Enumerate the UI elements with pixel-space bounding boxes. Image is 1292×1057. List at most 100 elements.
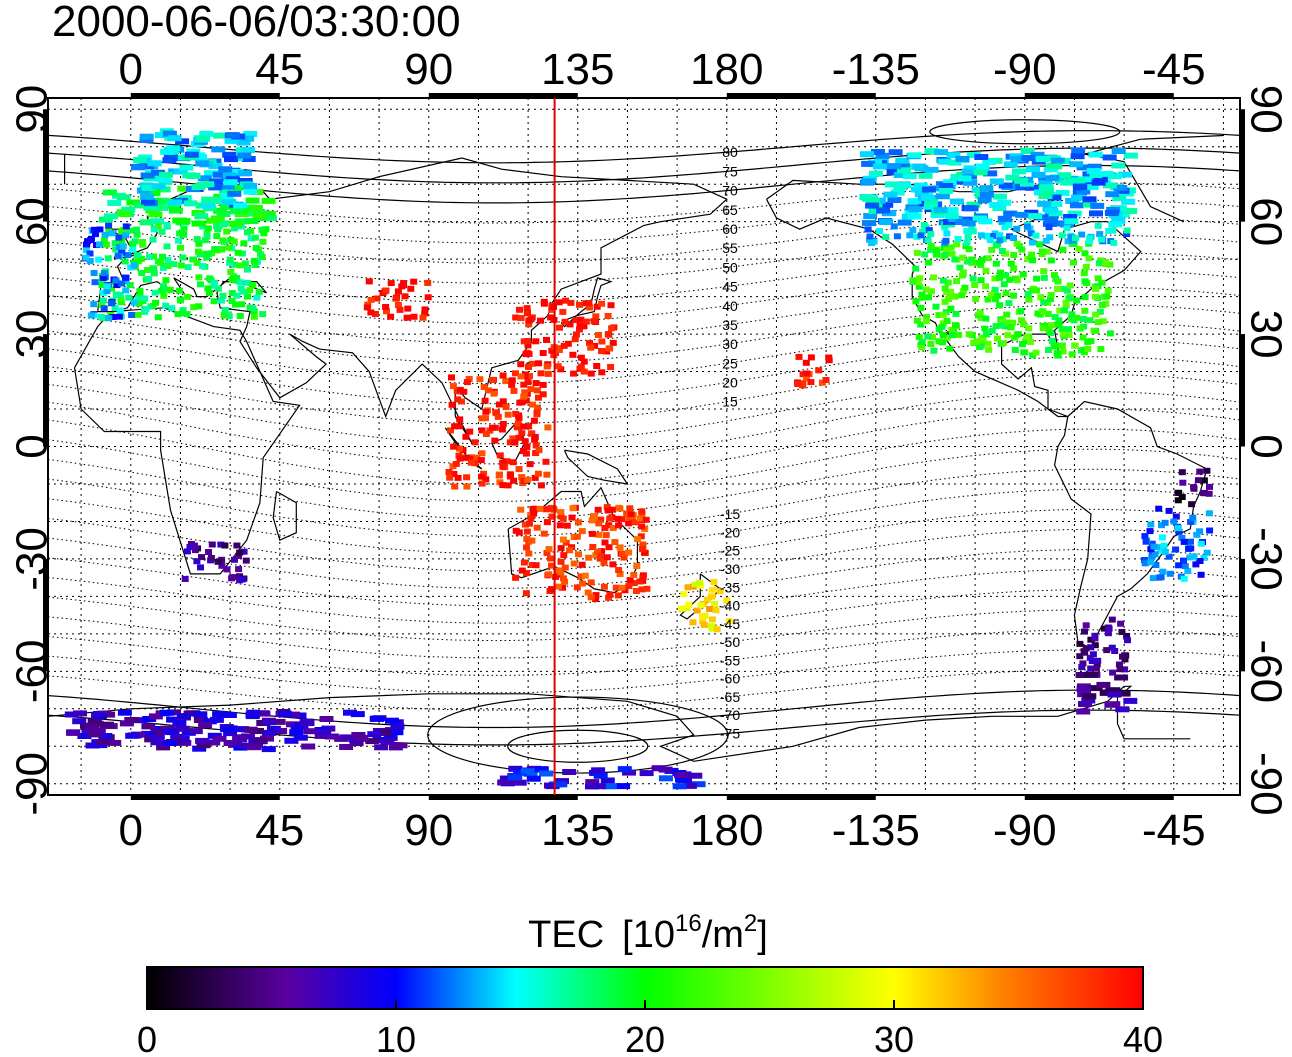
lat-tick-label-left: -60 bbox=[8, 640, 57, 704]
tec-pixel bbox=[799, 380, 807, 387]
tec-pixel bbox=[190, 304, 198, 311]
tec-pixel bbox=[626, 505, 634, 512]
tec-pixel bbox=[1031, 171, 1046, 178]
tec-pixel bbox=[882, 234, 890, 240]
tec-pixel bbox=[117, 709, 132, 716]
tec-pixel bbox=[950, 198, 964, 205]
magnetic-latitude-contour bbox=[48, 428, 1240, 502]
tec-pixel bbox=[1087, 163, 1102, 170]
magnetic-latitude-contour bbox=[48, 408, 1240, 485]
tec-pixel bbox=[553, 781, 568, 788]
tec-pixel bbox=[1099, 301, 1106, 308]
tec-pixel bbox=[1124, 637, 1131, 644]
tec-pixel bbox=[893, 172, 908, 178]
tec-pixel bbox=[147, 303, 155, 310]
tec-pixel bbox=[1037, 294, 1045, 301]
tec-pixel bbox=[151, 169, 166, 176]
tec-pixel bbox=[517, 506, 525, 513]
tec-pixel bbox=[504, 411, 512, 418]
colorbar-tick-label: 10 bbox=[376, 1019, 416, 1057]
tec-pixel bbox=[545, 546, 553, 553]
tec-pixel bbox=[372, 311, 379, 317]
tec-pixel bbox=[151, 183, 166, 190]
tec-pixel bbox=[246, 287, 254, 294]
tec-pixel bbox=[246, 709, 261, 716]
magnetic-latitude-contour bbox=[48, 269, 1240, 324]
tec-pixel bbox=[909, 227, 917, 234]
tec-pixel bbox=[122, 278, 130, 285]
tec-pixel bbox=[973, 169, 988, 176]
tec-pixel bbox=[1003, 320, 1011, 327]
tec-pixel bbox=[708, 616, 716, 623]
tec-pixel bbox=[129, 246, 137, 253]
tec-pixel bbox=[597, 516, 605, 523]
tec-pixel bbox=[104, 213, 118, 220]
tec-pixel bbox=[1076, 164, 1091, 171]
tec-pixel bbox=[675, 776, 689, 783]
tec-pixel bbox=[244, 279, 252, 286]
tec-pixel bbox=[1060, 307, 1068, 314]
tec-pixel bbox=[560, 552, 568, 559]
tec-pixel bbox=[912, 265, 920, 272]
tec-pixel bbox=[1076, 686, 1091, 693]
tec-pixel bbox=[634, 536, 642, 543]
tec-pixel bbox=[252, 211, 267, 218]
tec-pixel bbox=[471, 439, 479, 446]
tec-pixel bbox=[1155, 505, 1163, 512]
tec-pixel bbox=[1020, 349, 1028, 356]
tec-pixel bbox=[1165, 553, 1173, 560]
tec-pixel bbox=[456, 445, 463, 452]
tec-pixel bbox=[203, 233, 211, 240]
tec-pixel bbox=[1042, 237, 1050, 244]
tec-pixel bbox=[1089, 651, 1097, 658]
tec-pixel bbox=[522, 397, 530, 404]
tec-pixel bbox=[1020, 321, 1027, 328]
tec-pixel bbox=[988, 327, 996, 334]
tec-pixel bbox=[1106, 330, 1114, 337]
tec-pixel bbox=[535, 360, 543, 367]
tec-pixel bbox=[219, 187, 233, 194]
tec-pixel bbox=[559, 308, 567, 315]
tec-pixel bbox=[303, 728, 318, 735]
tec-pixel bbox=[160, 292, 168, 299]
tec-pixel bbox=[1187, 518, 1195, 525]
tec-pixel bbox=[969, 275, 977, 282]
tec-pixel bbox=[159, 253, 166, 260]
tec-pixel bbox=[214, 285, 222, 292]
tec-pixel bbox=[139, 133, 154, 140]
tec-pixel bbox=[481, 397, 489, 404]
tec-pixel bbox=[998, 182, 1013, 189]
tec-pixel bbox=[1180, 557, 1187, 564]
tec-pixel bbox=[528, 360, 536, 367]
tec-pixel bbox=[989, 202, 1004, 208]
magnetic-latitude-label: 65 bbox=[722, 202, 738, 218]
tec-pixel bbox=[456, 386, 464, 393]
tec-pixel bbox=[175, 237, 182, 244]
tec-pixel bbox=[1076, 325, 1084, 332]
tec-pixel bbox=[146, 254, 153, 260]
tec-pixel bbox=[568, 514, 576, 521]
tec-pixel bbox=[91, 727, 106, 734]
tec-pixel bbox=[230, 168, 244, 175]
tec-pixel bbox=[1095, 260, 1103, 267]
tec-pixel bbox=[569, 505, 577, 512]
tec-pixel bbox=[229, 290, 237, 297]
coastline bbox=[563, 449, 629, 485]
tec-pixel bbox=[1147, 521, 1155, 528]
tec-pixel bbox=[499, 482, 507, 489]
tec-pixel bbox=[117, 307, 125, 314]
tec-pixel bbox=[616, 544, 624, 551]
tec-pixel bbox=[195, 240, 203, 247]
tec-pixel bbox=[1175, 489, 1183, 496]
tec-pixel bbox=[562, 539, 570, 546]
tec-pixel bbox=[117, 295, 125, 302]
tec-pixel bbox=[236, 279, 244, 286]
tec-pixel bbox=[101, 711, 116, 718]
tec-pixel bbox=[176, 713, 191, 720]
tec-pixel bbox=[991, 286, 999, 293]
colorbar-tick-label: 0 bbox=[137, 1019, 157, 1057]
tec-pixel bbox=[477, 457, 485, 464]
tec-pixel bbox=[205, 289, 213, 296]
tec-pixel bbox=[394, 288, 402, 295]
tec-pixel bbox=[1045, 347, 1053, 353]
